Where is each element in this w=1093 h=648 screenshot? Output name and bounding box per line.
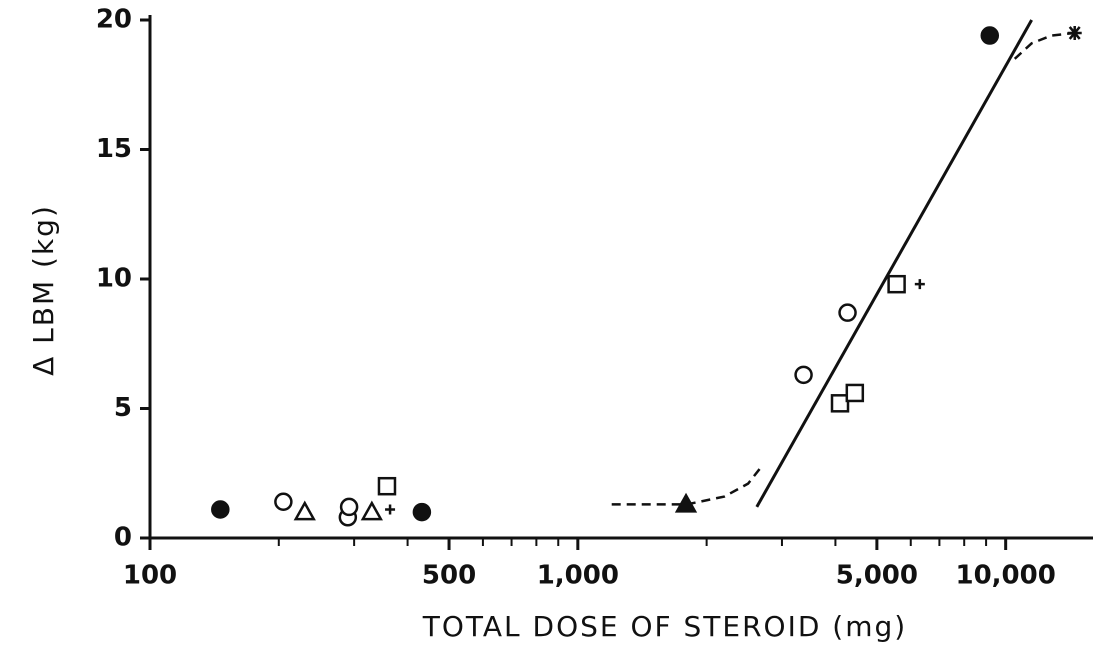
y-tick-label: 15 bbox=[96, 134, 132, 164]
x-tick-label: 5,000 bbox=[836, 561, 918, 591]
point bbox=[385, 504, 396, 515]
y-tick-label: 10 bbox=[96, 264, 132, 294]
point bbox=[1067, 25, 1082, 40]
point bbox=[211, 500, 230, 519]
point bbox=[412, 502, 432, 522]
point bbox=[274, 492, 293, 511]
y-tick-label: 20 bbox=[96, 5, 132, 35]
y-tick-label: 5 bbox=[114, 393, 132, 423]
x-axis-label: TOTAL DOSE OF STEROID (mg) bbox=[422, 610, 907, 643]
point bbox=[980, 26, 1000, 45]
point bbox=[377, 476, 397, 496]
point bbox=[794, 365, 813, 385]
point bbox=[887, 274, 906, 294]
x-tick-label: 1,000 bbox=[537, 561, 619, 591]
fit-line bbox=[1013, 31, 1075, 60]
point bbox=[830, 394, 850, 413]
y-axis-label: Δ LBM (kg) bbox=[27, 204, 60, 376]
point bbox=[838, 303, 857, 322]
fit-line bbox=[611, 464, 764, 506]
point bbox=[914, 279, 925, 290]
y-tick-label: 0 bbox=[114, 523, 132, 553]
point bbox=[674, 492, 698, 513]
x-tick-label: 10,000 bbox=[955, 561, 1055, 591]
x-tick-label: 500 bbox=[422, 561, 476, 591]
point bbox=[360, 500, 383, 521]
fit-line bbox=[755, 19, 1033, 508]
point bbox=[293, 500, 316, 521]
x-tick-label: 100 bbox=[123, 561, 177, 591]
point bbox=[339, 497, 359, 517]
point bbox=[845, 383, 865, 403]
